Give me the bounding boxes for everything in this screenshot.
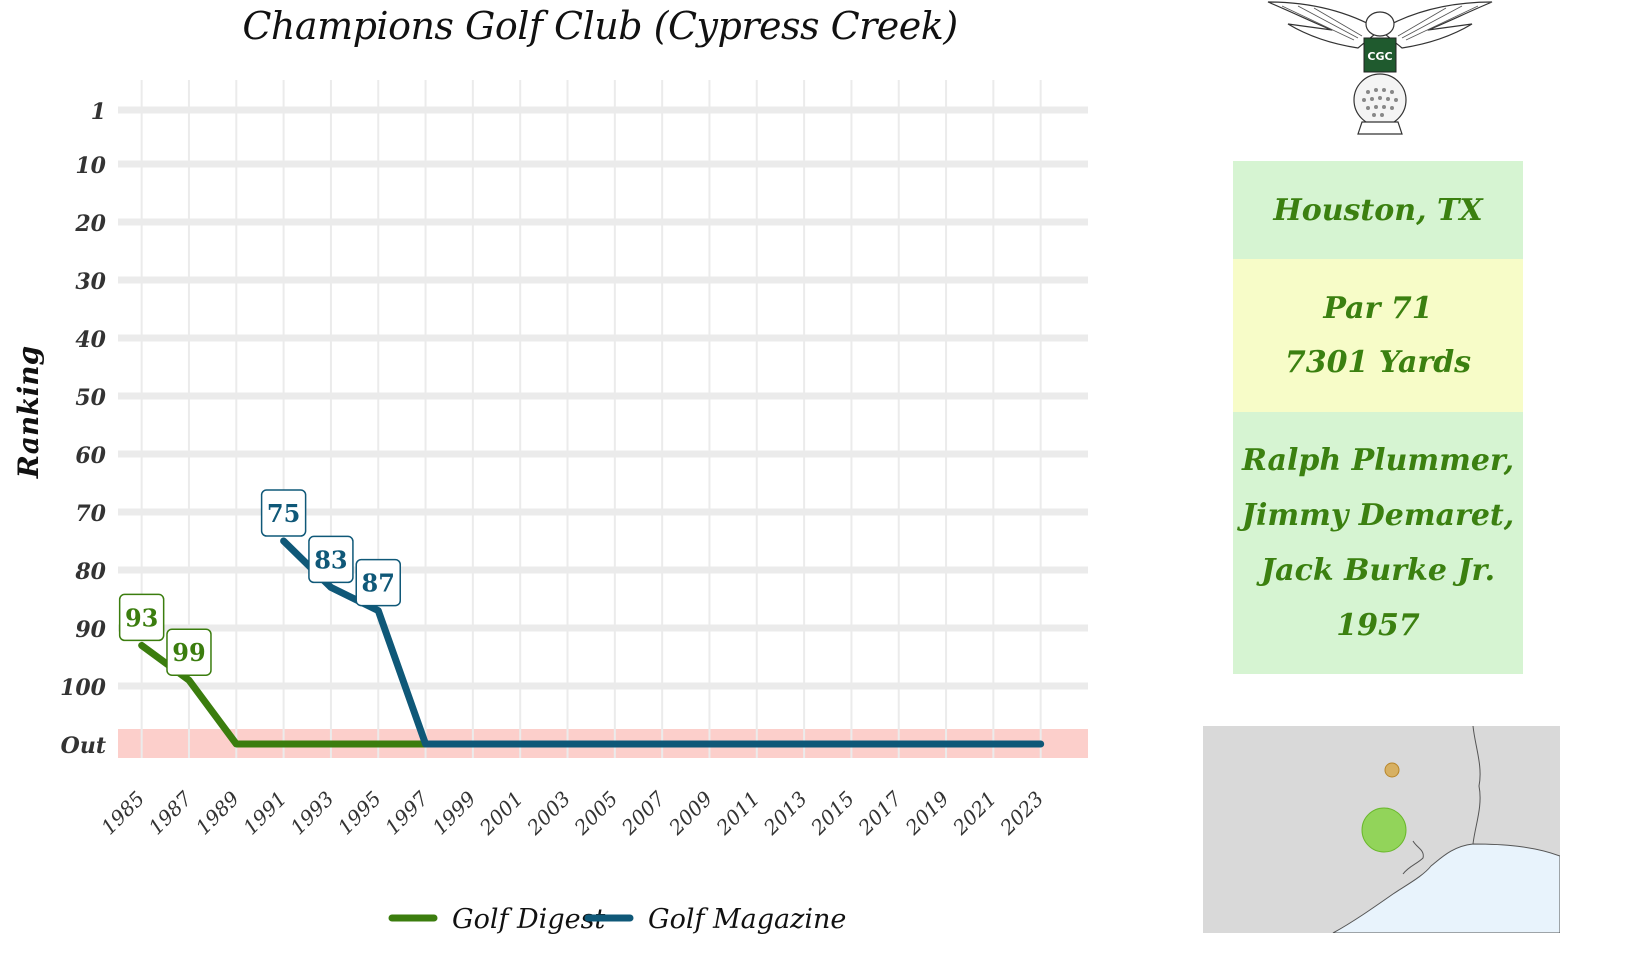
- x-tick-label: 1995: [333, 786, 386, 839]
- x-tick-label: 2021: [947, 786, 1001, 840]
- y-tick-label: 20: [74, 211, 106, 237]
- data-label-box: [118, 593, 165, 642]
- other-course-marker: [1384, 762, 1400, 778]
- data-label: 83: [314, 545, 347, 574]
- data-label: 93: [125, 603, 158, 632]
- y-axis-label: Ranking: [12, 346, 45, 479]
- logo-monogram: CGC: [1367, 50, 1392, 63]
- x-tick-label: 2023: [995, 786, 1049, 840]
- y-tick-label: 50: [75, 385, 106, 411]
- designer-panel: Ralph Plummer, Jimmy Demaret, Jack Burke…: [1233, 412, 1523, 674]
- data-label: 99: [172, 638, 205, 667]
- x-tick-label: 1989: [191, 786, 244, 839]
- y-tick-label: 100: [60, 675, 107, 701]
- data-label-box: [260, 489, 307, 537]
- location-panel: Houston, TX: [1233, 161, 1523, 259]
- x-tick-label: 1997: [380, 786, 433, 839]
- y-tick-label: 10: [75, 153, 106, 179]
- data-label-box: [355, 558, 401, 607]
- x-tick-label: 1985: [96, 786, 149, 839]
- y-tick-label: 70: [75, 501, 106, 527]
- designer-3: Jack Burke Jr.: [1260, 553, 1496, 588]
- par-text: Par 71: [1323, 290, 1433, 326]
- x-tick-label: 2019: [900, 786, 954, 840]
- x-tick-label: 1991: [238, 786, 291, 839]
- x-tick-label: 2005: [569, 786, 623, 840]
- series-line: [138, 641, 430, 748]
- x-tick-labels: 1985198719891991199319951997199920012003…: [96, 786, 1048, 840]
- year-text: 1957: [1336, 608, 1420, 643]
- x-tick-label: 2007: [616, 786, 670, 840]
- y-tick-label: 60: [75, 443, 106, 469]
- y-tick-label: 80: [74, 559, 106, 585]
- y-tick-label: 40: [75, 327, 106, 353]
- course-marker: [1361, 807, 1407, 853]
- x-tick-label: 2001: [474, 786, 528, 840]
- x-tick-label: 2009: [663, 786, 717, 840]
- data-label: 75: [267, 499, 300, 528]
- designer-1: Ralph Plummer,: [1241, 443, 1515, 478]
- data-labels: 93 99 75 83 87: [118, 489, 401, 676]
- data-label-box: [166, 628, 212, 676]
- chart-title: Champions Golf Club (Cypress Creek): [242, 4, 958, 48]
- location-map: [1203, 726, 1560, 933]
- x-tick-label: 2015: [805, 786, 859, 840]
- y-tick-label: Out: [61, 733, 106, 759]
- legend: Golf Digest Golf Magazine: [388, 904, 846, 935]
- x-tick-label: 2003: [521, 786, 575, 840]
- y-tick-labels: 1 10 20 30 40 50 60 70 80 90 100 Out: [60, 99, 107, 759]
- designer-2: Jimmy Demaret,: [1241, 498, 1515, 533]
- x-tick-label: 2017: [853, 786, 907, 840]
- y-tick-label: 30: [75, 269, 106, 295]
- legend-entry: Golf Magazine: [648, 904, 846, 935]
- x-tick-label: 1999: [428, 786, 481, 839]
- x-tick-label: 2011: [711, 786, 765, 840]
- x-tick-label: 1987: [144, 786, 197, 839]
- data-label-box: [308, 535, 354, 584]
- x-tick-label: 2013: [758, 786, 812, 840]
- grid: [118, 80, 1088, 758]
- y-tick-label: 90: [75, 617, 106, 643]
- data-label: 87: [362, 569, 395, 598]
- y-tick-label: 1: [91, 99, 106, 125]
- club-logo: CGC: [1267, 1, 1493, 135]
- legend-entry: Golf Digest: [452, 904, 605, 935]
- course-panel: Par 71 7301 Yards: [1233, 259, 1523, 412]
- location-text: Houston, TX: [1273, 192, 1483, 228]
- x-tick-label: 1993: [286, 786, 339, 839]
- yards-text: 7301 Yards: [1284, 344, 1472, 380]
